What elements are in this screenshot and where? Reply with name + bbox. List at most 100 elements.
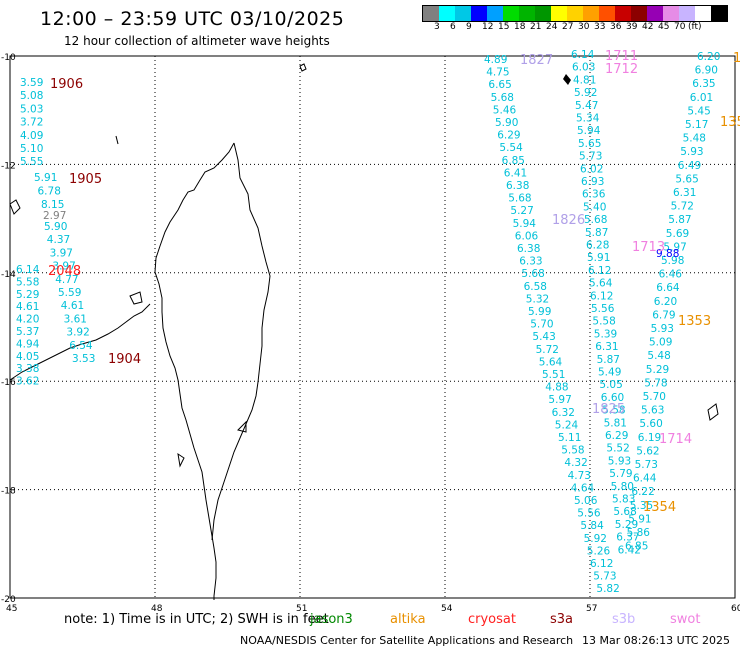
madagascar-coastline [154,142,235,600]
wave-height-value: 5.58 [592,316,615,328]
wave-height-value: 6.64 [656,282,680,294]
wave-height-value: 6.38 [506,180,529,192]
pass-time-label: 1905 [69,172,102,187]
scale-swatch [583,6,599,21]
lon-tick-label: 48 [151,604,163,614]
wave-height-value: 3.97 [52,261,75,273]
wave-height-value: 6.12 [590,558,613,570]
wave-height-value: 6.85 [625,541,648,553]
satellite-legend-item: swot [670,612,701,627]
wave-height-value: 5.17 [685,119,708,131]
wave-height-value: 5.11 [558,432,581,444]
wave-height-value: 4.37 [47,234,70,246]
wave-height-value: 5.70 [530,319,553,331]
wave-height-value: 4.75 [486,67,509,79]
africa-coastline [9,303,151,381]
agalega-island [707,403,719,421]
wave-height-value: 5.64 [539,356,563,368]
wave-height-value: 5.56 [577,508,601,520]
wave-height-value: 5.56 [591,303,615,315]
lat-tick-label: -10 [1,53,16,63]
wave-height-value: 4.88 [545,382,568,394]
wave-height-value: 5.27 [510,205,533,217]
wave-height-value: 5.40 [583,201,606,213]
lon-tick-label: 45 [6,604,17,614]
wave-height-value: 6.19 [638,432,661,444]
scale-swatch [439,6,455,21]
wave-height-value: 6.14 [16,264,40,276]
europa-island [237,420,247,433]
wave-height-value: 5.83 [612,494,635,506]
pass-time-label: 1712 [605,62,638,77]
wave-height-value: 5.60 [639,418,662,430]
lon-tick-label: 54 [441,604,453,614]
madagascar-east-coastline [211,142,271,541]
pass-time-label: 1825 [592,402,625,417]
wave-height-value: 6.37 [616,532,639,544]
scale-label: 6 [450,22,456,32]
wave-height-value: 4.20 [16,314,39,326]
wave-height-value: 9.88 [656,248,679,260]
scale-swatch [567,6,583,21]
wave-height-value: 6.12 [588,265,611,277]
wave-height-value: 5.08 [20,90,43,102]
scale-swatch [423,6,439,21]
scale-swatch [679,6,695,21]
wave-height-value: 6.02 [580,163,603,175]
scale-label: 39 [626,22,638,32]
wave-height-value: 6.93 [581,176,604,188]
wave-height-value: 4.32 [564,457,587,469]
wave-height-value: 8.15 [41,199,64,211]
lon-tick-label: 60 [731,604,740,614]
scale-label: 15 [498,22,510,32]
wave-height-value: 5.97 [548,394,571,406]
wave-height-value: 5.73 [593,571,616,583]
wave-height-value: 4.61 [16,301,39,313]
wave-height-value: 6.35 [692,78,715,90]
wave-height-value: 6.41 [504,167,527,179]
satellite-legend-item: s3b [612,612,636,627]
wave-height-value: 3.59 [20,77,43,89]
scale-swatch [487,6,503,21]
wave-height-value: 5.78 [644,377,667,389]
wave-height-value: 5.58 [602,405,625,417]
wave-height-value: 5.92 [574,87,597,99]
wave-height-value: 5.58 [561,445,584,457]
wave-height-value: 5.73 [579,151,602,163]
wave-height-value: 5.93 [680,146,703,158]
wave-height-value: 6.79 [652,309,675,321]
wave-height-value: 4.61 [61,300,84,312]
pass-time-label: 1711 [605,49,638,64]
wave-height-value: 6.90 [695,65,718,77]
wave-height-value: 5.51 [542,369,565,381]
comoros-island-2 [115,135,119,145]
wave-height-value: 5.29 [646,364,669,376]
scale-swatch [599,6,615,21]
wave-height-value: 6.29 [497,130,520,142]
wave-height-value: 3.72 [20,117,43,129]
wave-height-value: 5.48 [683,133,706,145]
satellite-legend-item: s3a [550,612,574,627]
scale-label: 36 [610,22,622,32]
wave-height-value: 6.20 [697,51,720,63]
wave-height-value: 5.97 [663,241,686,253]
pass-time-label: 1906 [50,77,83,92]
map-frame [9,55,736,599]
wave-height-value: 3.61 [64,313,87,325]
wave-height-value: 4.09 [20,130,43,142]
scale-swatch [615,6,631,21]
wave-height-value: 5.52 [606,443,629,455]
wave-height-value: 3.97 [50,247,73,259]
wave-height-value: 6.33 [519,256,542,268]
juan-de-nova-island [177,452,185,468]
comoros-island-1 [9,199,21,215]
wave-height-value: 5.59 [58,287,81,299]
satellite-legend-item: altika [390,612,426,627]
coastline [9,63,719,600]
wave-height-value: 3.62 [16,376,39,388]
satellite-legend-item: jason3 [310,612,353,627]
wave-height-value: 6.31 [673,187,696,199]
wave-height-value: 4.64 [571,482,595,494]
